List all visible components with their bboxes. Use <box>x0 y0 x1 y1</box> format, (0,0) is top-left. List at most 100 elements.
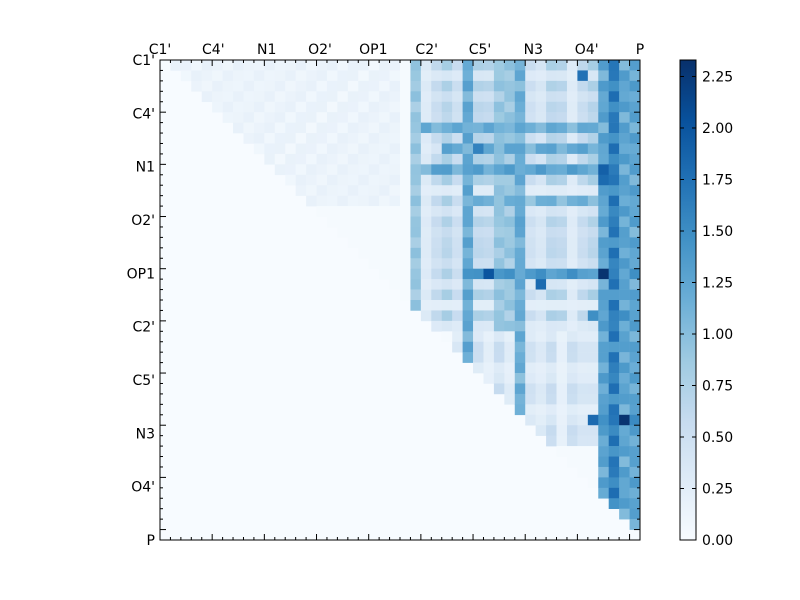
heatmap-cell <box>577 237 589 249</box>
heatmap-cell <box>525 404 536 416</box>
heatmap-cell <box>420 153 432 165</box>
heatmap-cell <box>462 91 474 103</box>
heatmap-cell <box>608 289 620 301</box>
heatmap-cell <box>608 60 620 71</box>
heatmap-cell <box>608 237 620 249</box>
heatmap-cell <box>629 174 641 186</box>
heatmap-cell <box>368 164 380 176</box>
heatmap-cell <box>556 362 568 374</box>
heatmap-cell <box>535 153 547 165</box>
heatmap-cell <box>326 101 338 113</box>
heatmap-cell <box>326 185 338 196</box>
heatmap-cell <box>546 425 557 436</box>
colorbar-tick-label: 0.75 <box>702 379 733 395</box>
heatmap-cell <box>514 341 526 353</box>
heatmap-cell <box>358 237 369 249</box>
heatmap-cell <box>619 143 630 155</box>
heatmap-cell <box>420 237 432 249</box>
heatmap-cell <box>264 80 276 92</box>
heatmap-cell <box>253 133 265 144</box>
heatmap-cell <box>546 279 557 290</box>
heatmap-cell <box>619 216 630 228</box>
heatmap-cell <box>566 206 578 217</box>
heatmap-cell <box>629 456 641 468</box>
heatmap-cell <box>566 383 578 395</box>
heatmap-cell <box>389 143 401 155</box>
heatmap-cell <box>566 174 578 186</box>
heatmap-cell <box>420 112 432 123</box>
heatmap-cell <box>410 268 422 280</box>
heatmap-cell <box>473 70 484 82</box>
x-tick-label: P <box>636 42 644 58</box>
heatmap-cell <box>400 153 411 165</box>
heatmap-cell <box>400 247 411 259</box>
heatmap-cell <box>629 164 641 176</box>
heatmap-cell <box>556 258 568 269</box>
heatmap-cell <box>326 122 338 134</box>
heatmap-cell <box>504 373 516 384</box>
heatmap-cell <box>514 122 526 134</box>
heatmap-cell <box>546 414 557 426</box>
heatmap-cell <box>473 247 484 259</box>
heatmap-cell <box>180 60 192 71</box>
heatmap-cell <box>598 373 609 384</box>
heatmap-cell <box>577 383 589 395</box>
heatmap-cell <box>504 174 516 186</box>
heatmap-cell <box>587 91 599 103</box>
heatmap-cell <box>546 60 557 71</box>
heatmap-cell <box>431 80 443 92</box>
heatmap-cell <box>546 206 557 217</box>
heatmap-cell <box>462 143 474 155</box>
heatmap-cell <box>608 101 620 113</box>
heatmap-cell <box>295 174 307 186</box>
heatmap-cell <box>337 226 349 238</box>
heatmap-cell <box>441 268 453 280</box>
heatmap-cell <box>400 91 411 103</box>
heatmap-cell <box>473 258 484 269</box>
heatmap-cell <box>347 143 359 155</box>
heatmap-cell <box>264 91 276 103</box>
heatmap-cell <box>358 143 369 155</box>
heatmap-cell <box>577 393 589 405</box>
heatmap-cell <box>577 226 589 238</box>
heatmap-cell <box>410 289 422 301</box>
heatmap-cell <box>608 279 620 290</box>
heatmap-cell <box>504 164 516 176</box>
heatmap-cell <box>483 164 495 176</box>
heatmap-cell <box>400 206 411 217</box>
heatmap-cell <box>608 320 620 332</box>
heatmap-cell <box>483 133 495 144</box>
heatmap-cell <box>420 91 432 103</box>
heatmap-cell <box>587 237 599 249</box>
heatmap-cell <box>566 133 578 144</box>
heatmap-cell <box>619 498 630 509</box>
heatmap-cell <box>473 320 484 332</box>
heatmap-cell <box>535 195 547 207</box>
heatmap-cell <box>514 112 526 123</box>
heatmap-cell <box>629 195 641 207</box>
heatmap-cell <box>535 122 547 134</box>
heatmap-cell <box>441 153 453 165</box>
heatmap-cell <box>587 216 599 228</box>
heatmap-cell <box>285 153 296 165</box>
heatmap-cell <box>535 404 547 416</box>
heatmap-cell <box>400 112 411 123</box>
heatmap-cell <box>431 216 443 228</box>
heatmap-cell <box>619 373 630 384</box>
heatmap-cell <box>504 341 516 353</box>
heatmap-cell <box>587 195 599 207</box>
heatmap-cell <box>535 80 547 92</box>
heatmap-cell <box>473 331 484 343</box>
heatmap-cell <box>629 122 641 134</box>
heatmap-cell <box>598 247 609 259</box>
heatmap-cell <box>598 153 609 165</box>
heatmap-cell <box>347 185 359 196</box>
heatmap-cell <box>535 206 547 217</box>
heatmap-cell <box>452 226 463 238</box>
heatmap-cell <box>379 226 390 238</box>
heatmap-cell <box>619 362 630 374</box>
heatmap-cell <box>629 352 641 363</box>
heatmap-cell <box>441 60 453 71</box>
heatmap-cell <box>546 91 557 103</box>
heatmap-cell <box>441 310 453 322</box>
